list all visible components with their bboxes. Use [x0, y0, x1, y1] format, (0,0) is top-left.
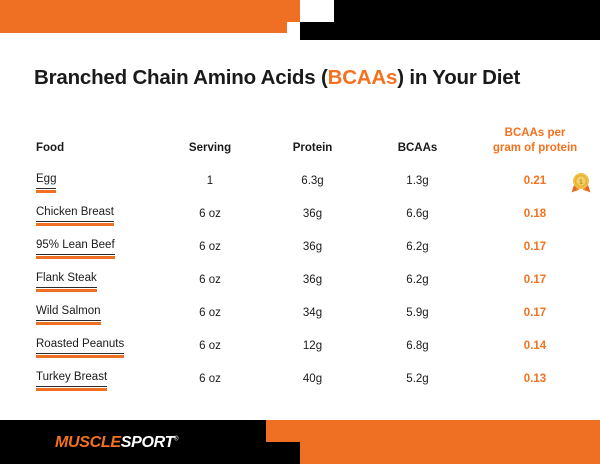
table-row: Chicken Breast 6 oz 36g 6.6g 0.18 [0, 191, 600, 226]
cell-protein: 34g [302, 307, 323, 319]
header-black-block [334, 0, 600, 40]
footer-black-block [0, 420, 266, 464]
cell-serving: 1 [206, 175, 214, 187]
cell-food: Flank Steak [0, 268, 160, 292]
footer-orange-step [266, 420, 600, 442]
column-header-bcaas-label: BCAAs [397, 142, 438, 154]
cell-protein: 36g [302, 208, 323, 220]
food-name-label: Turkey Breast [36, 370, 108, 391]
food-name-label: Egg [36, 172, 57, 193]
cell-food: Roasted Peanuts [0, 334, 160, 358]
table-row: Flank Steak 6 oz 36g 6.2g 0.17 [0, 257, 600, 292]
cell-ratio: 0.13 [470, 372, 600, 389]
column-header-ratio: BCAAs per gram of protein [470, 126, 600, 158]
food-name-label: Chicken Breast [36, 205, 114, 226]
table-row: 95% Lean Beef 6 oz 36g 6.2g 0.17 [0, 224, 600, 259]
gold-medal-icon: 1 [570, 172, 592, 194]
cell-serving: 6 oz [199, 241, 221, 253]
footer-band: MUSCLESPORT® [0, 420, 600, 464]
page-title: Branched Chain Amino Acids (BCAAs) in Yo… [34, 66, 520, 90]
title-text-before: Branched Chain Amino Acids ( [34, 66, 328, 89]
cell-ratio: 0.17 [470, 273, 600, 290]
table-row: Roasted Peanuts 6 oz 12g 6.8g 0.14 [0, 323, 600, 358]
header-band [0, 0, 600, 40]
food-name-label: 95% Lean Beef [36, 238, 115, 259]
cell-serving: 6 oz [199, 340, 221, 352]
cell-ratio-value: 0.17 [523, 307, 547, 319]
registered-trademark-icon: ® [174, 436, 179, 443]
food-name-label: Roasted Peanuts [36, 337, 125, 358]
cell-bcaas: 5.2g [406, 373, 429, 385]
cell-protein: 36g [302, 241, 323, 253]
cell-ratio-value: 0.17 [523, 241, 547, 253]
cell-food: 95% Lean Beef [0, 235, 160, 259]
cell-protein: 36g [302, 274, 323, 286]
cell-bcaas: 6.2g [406, 274, 429, 286]
logo-sport-text: SPORT [120, 434, 175, 451]
cell-bcaas: 6.6g [406, 208, 429, 220]
cell-ratio-value: 0.21 [523, 175, 547, 187]
title-text-after: ) in Your Diet [397, 66, 521, 89]
cell-ratio-value: 0.13 [523, 373, 547, 385]
cell-ratio: 0.14 [470, 339, 600, 356]
cell-bcaas: 5.9g [406, 307, 429, 319]
cell-bcaas: 6.2g [406, 241, 429, 253]
table-row: Turkey Breast 6 oz 40g 5.2g 0.13 [0, 356, 600, 391]
column-header-bcaas: BCAAs [365, 141, 470, 158]
cell-food: Egg [0, 169, 160, 193]
cell-serving: 6 oz [199, 307, 221, 319]
cell-serving: 6 oz [199, 208, 221, 220]
column-header-food: Food [36, 142, 65, 154]
cell-food: Turkey Breast [0, 367, 160, 391]
column-header-serving: Serving [188, 142, 232, 154]
cell-ratio: 0.21 1 [470, 172, 600, 194]
table-header-row: Food Serving Protein BCAAs BCAAs per gra… [0, 118, 600, 158]
svg-text:1: 1 [579, 178, 584, 186]
cell-ratio: 0.18 [470, 207, 600, 224]
column-header-ratio-line2: gram of protein [492, 142, 578, 154]
cell-ratio-value: 0.14 [523, 340, 547, 352]
header-orange-step [0, 0, 300, 22]
logo-muscle-text: MUSCLE [55, 434, 121, 451]
musclesport-logo: MUSCLESPORT® [55, 434, 179, 452]
table-row: Egg 1 6.3g 1.3g 0.21 1 [0, 158, 600, 194]
cell-bcaas: 6.8g [406, 340, 429, 352]
cell-protein: 40g [302, 373, 323, 385]
cell-ratio-value: 0.18 [523, 208, 547, 220]
column-header-ratio-line1: BCAAs per [504, 127, 566, 139]
food-name-label: Flank Steak [36, 271, 97, 292]
cell-ratio: 0.17 [470, 240, 600, 257]
cell-ratio: 0.17 [470, 306, 600, 323]
cell-bcaas: 1.3g [406, 175, 429, 187]
cell-protein: 6.3g [301, 175, 324, 187]
cell-food: Chicken Breast [0, 202, 160, 226]
cell-ratio-value: 0.17 [523, 274, 547, 286]
cell-protein: 12g [302, 340, 323, 352]
cell-serving: 6 oz [199, 274, 221, 286]
title-text-accent: BCAAs [327, 66, 398, 89]
food-name-label: Wild Salmon [36, 304, 101, 325]
bcaa-table: Food Serving Protein BCAAs BCAAs per gra… [0, 118, 600, 391]
column-header-protein: Protein [292, 142, 333, 154]
table-row: Wild Salmon 6 oz 34g 5.9g 0.17 [0, 290, 600, 325]
cell-food: Wild Salmon [0, 301, 160, 325]
cell-serving: 6 oz [199, 373, 221, 385]
